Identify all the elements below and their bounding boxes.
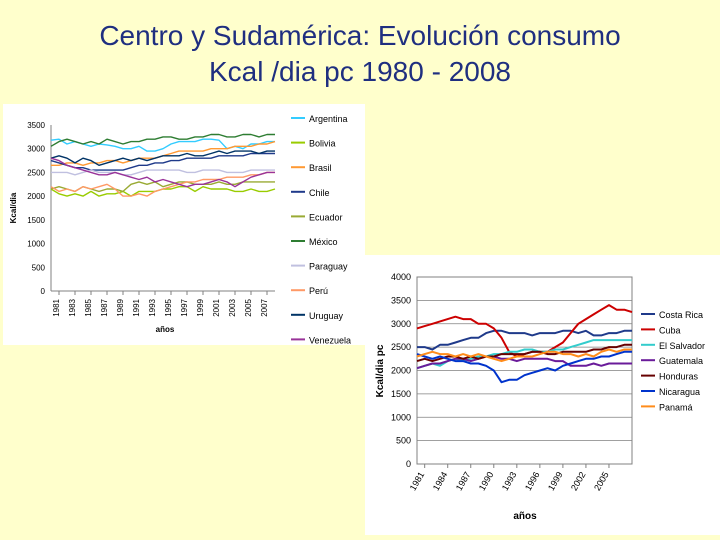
x-tick-label: 1985 [84,298,93,316]
y-axis-title: Kcal/dia [9,192,18,223]
series-line-panam- [416,348,632,363]
legend-label: Bolivia [309,139,336,149]
x-tick-label: 1995 [164,298,173,316]
slide-title: Centro y Sudamérica: Evolución consumo K… [0,18,720,90]
x-tick-label: 2002 [569,470,588,492]
y-tick-label: 3000 [391,319,411,329]
series-line-bolivia [50,185,276,197]
x-axis-title: años [513,511,537,522]
series-line-costa-rica [417,329,632,351]
series-line-chile [50,152,275,171]
series-line-uruguay [50,150,275,166]
y-tick-label: 0 [406,459,411,469]
x-tick-label: 1993 [148,298,157,316]
central-america-line-chart: 0 500 1000 1500 2000 2500 3000 3500 4000 1981 1984… [375,272,705,522]
x-tick-label: 1987 [100,298,109,316]
y-tick-label: 3500 [391,295,411,305]
slide-title-line-1: Centro y Sudamérica: Evolución consumo [99,20,621,51]
y-tick-label: 0 [41,287,46,296]
legend-label: Uruguay [309,311,344,321]
central-america-chart-panel: 0 500 1000 1500 2000 2500 3000 3500 4000 1981 1984… [365,255,720,535]
x-tick-label: 1981 [52,298,61,316]
y-tick-label: 500 [396,436,411,446]
series-line-paraguay [51,169,275,176]
south-america-chart-panel: 0 500 1000 1500 2000 2500 3000 3500 1981 1983 1985… [3,104,365,345]
x-tick-label: 1984 [431,470,450,492]
legend-label: Venezuela [309,335,351,345]
x-tick-label: 1999 [196,298,205,316]
x-tick-label: 1987 [454,470,473,492]
x-tick-label: 1993 [500,470,519,492]
legend-label: Honduras [659,372,699,382]
y-tick-label: 4000 [391,272,411,282]
x-tick-label: 2001 [212,298,221,316]
x-tick-label: 1997 [180,298,189,316]
x-axis-title: años [156,325,175,334]
legend-label: Paraguay [309,262,348,272]
series-line-m-xico [50,133,275,147]
y-tick-label: 3500 [27,121,45,130]
x-tick-label: 1991 [132,298,141,316]
y-tick-label: 1000 [27,240,45,249]
series-line-nicaragua [416,350,632,384]
series-line-argentina [50,138,275,152]
x-tick-label: 2005 [592,470,611,492]
y-tick-label: 2500 [391,342,411,352]
x-tick-label: 2005 [244,298,253,316]
x-tick-label: 1981 [408,470,427,492]
x-tick-label: 1999 [546,470,565,492]
y-tick-label: 2000 [391,366,411,376]
x-tick-label: 1996 [523,470,542,492]
legend-label: El Salvador [659,341,705,351]
y-tick-label: 1500 [391,389,411,399]
y-tick-label: 2500 [27,168,45,177]
legend-label: Nicaragua [659,387,700,397]
y-tick-label: 500 [32,263,46,272]
legend-label: Ecuador [309,212,343,222]
series-line-venezuela [50,157,275,188]
y-tick-label: 1000 [391,412,411,422]
legend-label: Chile [309,188,330,198]
legend-label: Panamá [659,402,693,412]
legend-label: Brasil [309,163,332,173]
legend-label: Costa Rica [659,310,703,320]
x-tick-label: 1983 [68,298,77,316]
x-tick-label: 2007 [260,298,269,316]
legend-label: México [309,237,338,247]
x-tick-label: 2003 [228,298,237,316]
y-tick-label: 2000 [27,192,45,201]
legend-label: Argentina [309,114,348,124]
series-line-per- [50,171,275,197]
legend-label: Guatemala [659,356,703,366]
legend-label: Perú [309,286,328,296]
south-america-line-chart: 0 500 1000 1500 2000 2500 3000 3500 1981 1983 1985… [9,114,351,345]
x-tick-label: 1989 [116,298,125,316]
y-tick-label: 1500 [27,216,45,225]
slide-title-line-2: Kcal /dia pc 1980 - 2008 [209,56,511,87]
legend-label: Cuba [659,325,681,335]
y-axis-title: Kcal/dia pc [375,344,386,397]
y-tick-label: 3000 [27,145,45,154]
x-tick-label: 1990 [477,470,496,492]
